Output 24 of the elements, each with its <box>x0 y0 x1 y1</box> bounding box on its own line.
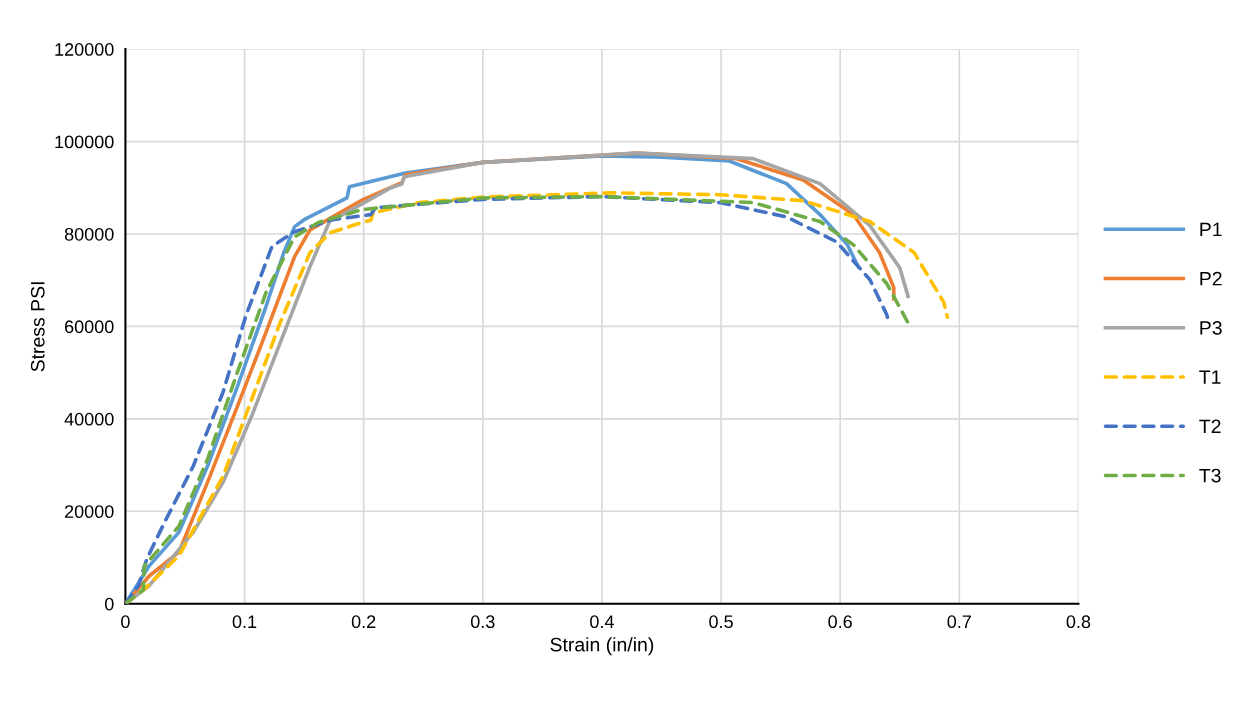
y-tick-label: 100000 <box>55 135 114 149</box>
y-tick-label: 40000 <box>64 412 114 426</box>
x-tick-label: 0.7 <box>947 615 971 629</box>
y-axis-title: Stress PSI <box>30 282 45 372</box>
y-tick-label: 80000 <box>64 227 114 241</box>
x-tick-label: 0.2 <box>351 615 376 629</box>
x-tick-label: 0.8 <box>1066 615 1091 629</box>
legend-label: T2 <box>1199 419 1221 434</box>
y-tick-label: 120000 <box>55 43 114 56</box>
x-tick-label: 0.5 <box>709 615 733 629</box>
y-tick-label: 60000 <box>65 320 114 334</box>
x-tick-label: 0.3 <box>470 615 495 629</box>
legend-label: T1 <box>1199 370 1221 384</box>
y-tick-label: 20000 <box>64 505 114 519</box>
x-axis-title: Strain (in/in) <box>550 637 654 656</box>
legend-label: T3 <box>1199 468 1221 483</box>
legend-label: P2 <box>1200 271 1222 286</box>
x-tick-label: 0 <box>121 615 130 629</box>
x-tick-label: 0.1 <box>232 615 257 629</box>
x-tick-label: 0.4 <box>590 615 614 629</box>
legend-label: P3 <box>1200 320 1222 335</box>
legend-label: P1 <box>1200 222 1222 237</box>
y-tick-label: 0 <box>104 597 114 611</box>
x-tick-label: 0.6 <box>828 615 852 629</box>
